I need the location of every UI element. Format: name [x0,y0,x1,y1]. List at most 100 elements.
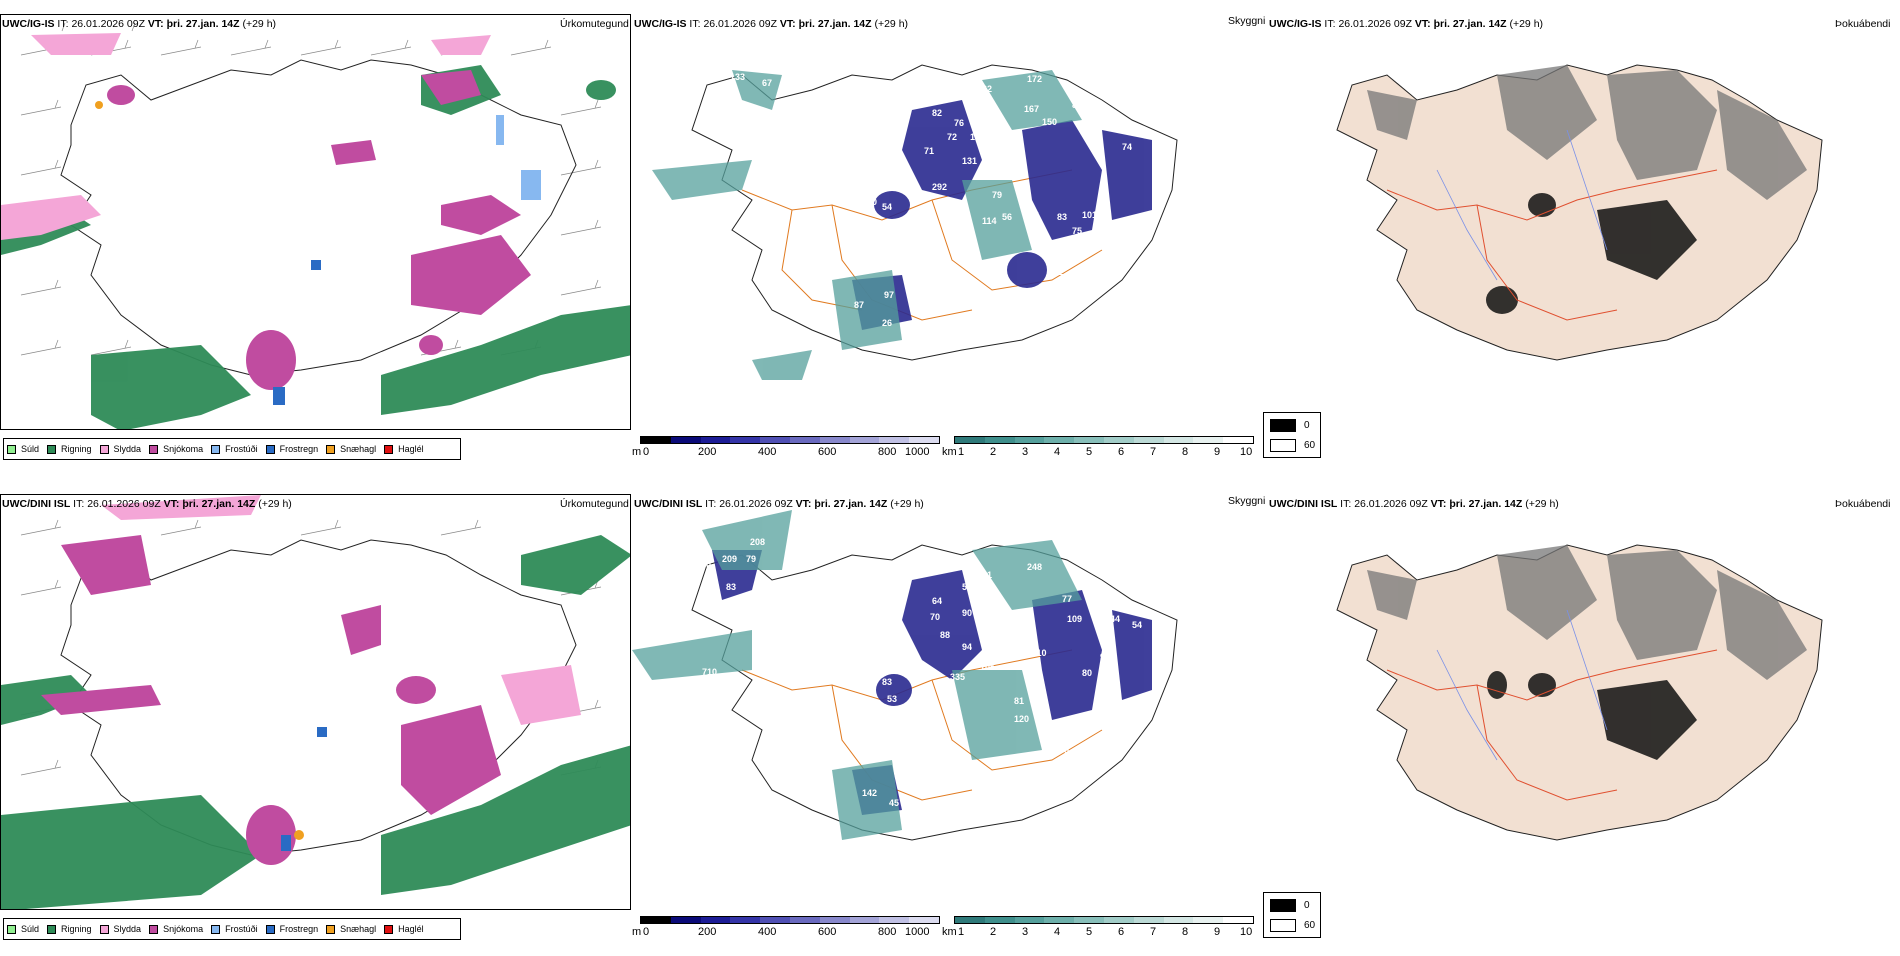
colorbar-unit: km [942,926,957,938]
colorbar-segment [641,437,671,443]
fog-index-legend: 0 60 [1263,412,1321,458]
precip-type-legend: Súld Rigning Slydda Snjókoma Frostúði Fr… [3,438,461,460]
legend-item-freezing-rain: Frostregn [265,444,318,454]
fog-index-legend: 0 60 [1263,892,1321,938]
snow-pellet-area [95,101,103,109]
colorbar-segment [819,917,850,923]
cloud-label: 209 [722,554,737,564]
fog-index-map-svg [1336,64,1823,361]
legend-label: Rigning [61,444,92,454]
colorbar-segment [1044,437,1075,443]
panel-title: Úrkomutegund [560,498,629,510]
visibility-panel: 133 67 62 172 167 83 150 63 83 74 82 76 … [632,0,1267,470]
cloud-label: 62 [982,84,992,94]
colorbar-tick: 1 [958,926,965,938]
cloud-label: 67 [762,78,772,88]
cloud-label: 97 [1100,652,1110,662]
cloud-label: 44 [1110,614,1120,624]
cloud-label: 71 [924,146,934,156]
colorbar-segment [1103,437,1134,443]
colorbar-tick: 200 [698,446,717,458]
legend-label: Súld [21,444,40,454]
colorbar-segment [955,437,985,443]
init-label: IT: [1340,498,1352,510]
colorbar-unit: m [632,926,642,938]
init-time: 26.01.2026 09Z [1354,498,1428,510]
colorbar-segment [789,437,820,443]
cloud-label: 61 [982,570,992,580]
valid-time: þri. 27.jan. 14Z [814,498,888,510]
cloud-label: 79 [746,554,756,564]
panel-title: Úrkomutegund [560,18,629,30]
legend-item-snow: Snjókoma [149,444,203,454]
colorbar-segment [984,437,1015,443]
colorbar-segment [1074,437,1104,443]
colorbar-segment [1163,437,1194,443]
cloud-label: 80 [1082,668,1092,678]
snow-areas [107,70,531,390]
colorbar-segment [1193,917,1224,923]
init-label: IT: [705,498,717,510]
legend-swatch [149,444,159,454]
cloud-label: 101 [1082,210,1097,220]
colorbar-tick: 2 [990,926,997,938]
legend-swatch [211,444,221,454]
cloud-label: 68 [1012,170,1022,180]
cloud-label: 72 [947,132,957,142]
rain-areas [1,535,630,909]
colorbar-segment [984,917,1015,923]
cloud-label: 248 [1027,562,1042,572]
legend-item-freezing-drizzle: Frostúði [211,444,258,454]
colorbar-tick: 800 [878,926,897,938]
valid-time: þri. 27.jan. 14Z [1449,498,1523,510]
iceland-outline [60,59,577,376]
valid-label: VT: [163,498,180,510]
legend-item-drizzle: Súld [7,924,39,934]
panel-header: UWC/IG-IS IT: 26.01.2026 09Z VT: þri. 27… [1269,18,1543,30]
cloud-label: 52 [1054,267,1064,277]
fog-index-panel: UWC/IG-IS IT: 26.01.2026 09Z VT: þri. 27… [1267,0,1900,470]
colorbar-tick: 4 [1054,446,1061,458]
cloud-base-labels: 133 67 62 172 167 83 150 63 83 74 82 76 … [730,72,1137,328]
cloud-label: 88 [1087,594,1097,604]
cloud-label: 292 [932,182,947,192]
legend-swatch [384,924,394,934]
colorbar-segment [909,437,939,443]
legend-swatch [47,924,57,934]
precip-type-panel: UWC/IG-IS IT: 26.01.2026 09Z VT: þri. 27… [0,0,632,470]
colorbar-tick: 3 [1022,446,1029,458]
cloud-label: 64 [932,596,942,606]
legend-label: Frostregn [279,924,319,934]
colorbar-tick: 600 [818,446,837,458]
model-row-1: UWC/IG-IS IT: 26.01.2026 09Z VT: þri. 27… [0,0,1900,470]
cloud-label: 466 [664,681,679,691]
legend-label: Snjókoma [163,444,204,454]
colorbar-segment [670,917,701,923]
fog-gray-areas [1367,65,1807,200]
cloud-label: 205 [1054,745,1069,755]
cloud-label: 372 [1024,210,1039,220]
lead-time: (+29 h) [874,18,909,30]
colorbar-segment [879,917,910,923]
colorbar-segment [1014,917,1045,923]
valid-label: VT: [795,498,812,510]
colorbar-tick: 8 [1182,926,1189,938]
cloud-label: 335 [950,672,965,682]
sleet-areas [101,495,581,725]
colorbar-segment [849,917,880,923]
cloud-label: 54 [1034,710,1044,720]
cloud-base-colorbar-bar [640,436,940,444]
cloud-label: 109 [1067,614,1082,624]
visibility-areas [632,510,1082,840]
model-name: UWC/DINI ISL [1269,498,1338,510]
colorbar-segment [1133,917,1164,923]
cloud-label: 124 [1082,714,1097,724]
cloud-label: 61 [1112,706,1122,716]
legend-label: Haglél [398,444,424,454]
precip-type-map [0,494,631,910]
colorbar-segment [819,437,850,443]
panel-header: UWC/IG-IS IT: 26.01.2026 09Z VT: þri. 27… [634,18,908,30]
cloud-label: 51 [962,582,972,592]
cloud-label: 59 [1107,692,1117,702]
valid-time: þri. 27.jan. 14Z [166,18,240,30]
